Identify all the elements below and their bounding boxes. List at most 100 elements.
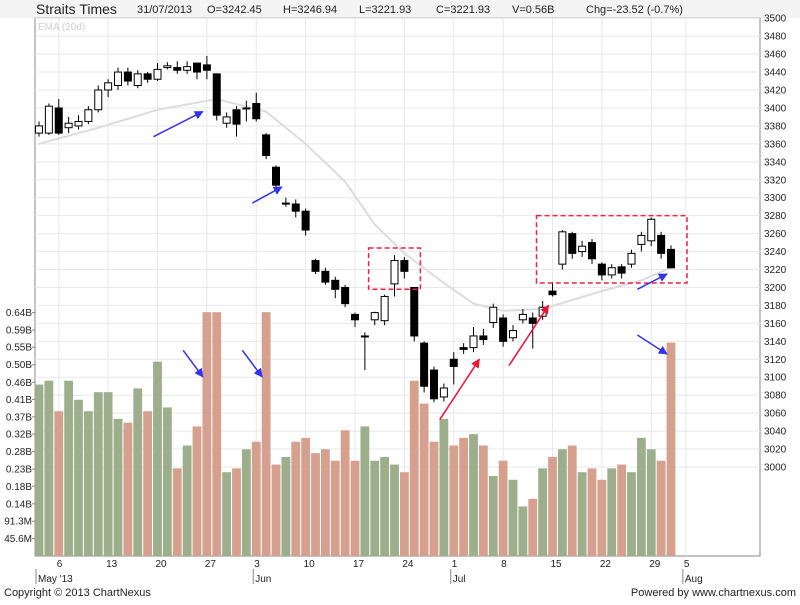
candle (597, 262, 606, 281)
candle (262, 133, 271, 160)
price-tick-label: 3440 (764, 68, 787, 79)
volume-bar (439, 418, 449, 556)
volume-tick-label: 0.64B (6, 308, 32, 319)
candle-body (617, 266, 626, 274)
price-tick-label: 3220 (764, 265, 787, 276)
candle (321, 267, 330, 285)
price-tick-label: 3100 (764, 373, 787, 384)
candle (242, 100, 251, 122)
candle (222, 112, 231, 128)
annotation-arrow (251, 186, 283, 204)
candle (499, 314, 508, 347)
candle (420, 341, 429, 393)
volume-tick-label: 0.46B (6, 378, 32, 389)
copyright-text: Copyright © 2013 ChartNexus (4, 587, 151, 599)
candle-body (163, 65, 172, 69)
candle-body (35, 125, 43, 134)
volume-bar (419, 403, 429, 556)
price-tick-label: 3200 (764, 283, 787, 294)
candle-body (301, 210, 310, 231)
candle-body (252, 102, 261, 120)
candle-body (657, 234, 666, 254)
volume-bar (222, 472, 232, 556)
candle (627, 249, 636, 268)
candle (390, 255, 399, 297)
price-tick-label: 3080 (764, 391, 787, 402)
volume-bar (617, 464, 627, 556)
volume-bar (429, 441, 439, 556)
candle (637, 231, 646, 252)
candle-body (123, 71, 132, 82)
volume-bar (636, 437, 646, 556)
candle-body (380, 295, 389, 322)
volume-bar (587, 468, 597, 556)
candle (558, 230, 567, 270)
month-label: Jun (255, 574, 271, 585)
date-tick-label: 3 (254, 559, 260, 570)
volume-bar (469, 434, 478, 556)
candle (370, 311, 379, 326)
volume-bar (656, 460, 666, 556)
price-tick-label: 3000 (764, 463, 787, 474)
candle-body (94, 89, 103, 111)
volume-axis-labels: 45.6M 91.3M 0.14B 0.18B 0.23B 0.28B 0.32B 0.37B… (4, 308, 35, 545)
powered-by-link[interactable]: Powered by www.chartnexus.com (631, 587, 796, 599)
volume-bar (54, 411, 64, 556)
volume-tick-label: 0.59B (6, 326, 32, 337)
volume-bar (44, 380, 54, 556)
candle-body (183, 66, 192, 71)
candle (173, 61, 182, 74)
volume-bar (528, 498, 538, 556)
annotation-arrow (153, 110, 204, 138)
volume-bar (666, 342, 676, 556)
highlight-box (535, 214, 688, 284)
candle (667, 245, 675, 269)
volume-tick-label: 0.23B (6, 465, 32, 476)
candle (123, 67, 132, 86)
price-tick-label: 3160 (764, 319, 787, 330)
volume-bar (232, 468, 241, 556)
volume-tick-label: 0.41B (6, 395, 32, 406)
candle (202, 55, 211, 80)
candle (509, 325, 517, 342)
volume-bar (478, 445, 488, 556)
volume-bar (162, 407, 172, 556)
header-close: C=3221.93 (436, 4, 490, 16)
volume-bar (241, 449, 251, 556)
date-tick-label: 6 (57, 559, 63, 570)
date-tick-label: 15 (551, 559, 563, 570)
volume-tick-label: 0.28B (6, 447, 32, 458)
candle (163, 62, 172, 70)
candle (439, 383, 448, 402)
date-tick-label: 17 (353, 559, 365, 570)
candle (94, 85, 103, 113)
date-tick-label: 20 (156, 559, 168, 570)
volume-bar (271, 464, 281, 556)
price-tick-label: 3120 (764, 355, 787, 366)
price-tick-label: 3480 (764, 32, 787, 43)
candle-body (449, 358, 458, 367)
volume-bar (399, 472, 409, 556)
header-low: L=3221.93 (359, 4, 411, 16)
candle-body (242, 107, 251, 110)
candle (489, 303, 498, 328)
header-date: 31/07/2013 (137, 4, 192, 16)
price-tick-label: 3420 (764, 86, 787, 97)
volume-bar (459, 437, 469, 556)
candle-body (548, 290, 557, 296)
volume-bar (488, 475, 498, 556)
price-tick-label: 3280 (764, 211, 787, 222)
volume-bar (261, 312, 271, 556)
volume-bar (449, 445, 459, 556)
volume-bar (380, 456, 390, 556)
volume-bar (93, 392, 103, 556)
date-axis-labels: 6 13 20 27 3 10 17 24 1 8 15 22 29 5 May '13 Jun Jul Aug (35, 559, 703, 585)
volume-bar (518, 506, 528, 556)
volume-bar (311, 453, 320, 556)
date-tick-label: 1 (452, 559, 458, 570)
candle-body (311, 260, 320, 272)
candle-body (667, 248, 675, 269)
candle (360, 332, 369, 371)
